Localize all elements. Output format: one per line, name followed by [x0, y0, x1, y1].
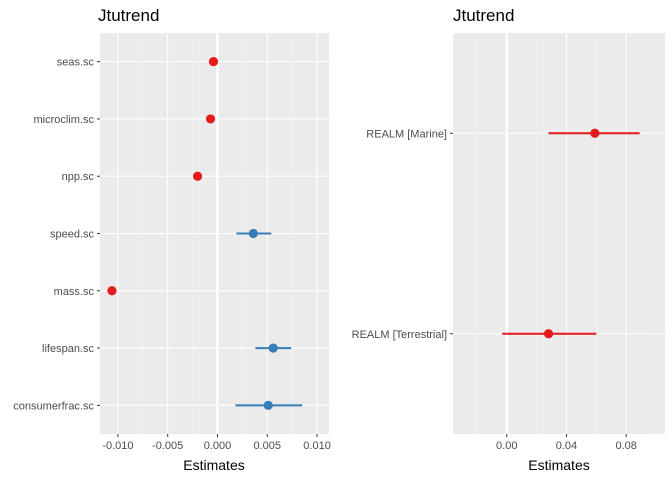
- right-chart: Jtutrend REALM [Marine] REALM [Terrestria…: [352, 6, 665, 473]
- y-tick-label: REALM [Terrestrial]: [352, 329, 447, 341]
- x-tick-label: 0.00: [496, 440, 517, 452]
- x-tick-label: -0.010: [102, 440, 133, 452]
- left-x-axis: -0.010 -0.005 0.000 0.005 0.010: [102, 434, 331, 452]
- left-y-axis: seas.sc microclim.sc npp.sc speed.sc mass.sc…: [13, 57, 100, 412]
- x-tick-label: 0.04: [556, 440, 577, 452]
- right-x-axis-title: Estimates: [528, 457, 589, 473]
- right-chart-title: Jtutrend: [453, 6, 514, 25]
- y-tick-label: microclim.sc: [34, 114, 95, 126]
- y-tick-label: mass.sc: [54, 286, 95, 298]
- estimate-point: [248, 228, 258, 239]
- right-y-axis: REALM [Marine] REALM [Terrestrial]: [352, 128, 453, 341]
- x-tick-label: -0.005: [152, 440, 183, 452]
- estimate-point: [590, 128, 600, 138]
- x-tick-label: 0.000: [204, 440, 232, 452]
- y-tick-label: REALM [Marine]: [366, 128, 447, 140]
- estimate-point: [263, 400, 273, 410]
- left-x-axis-title: Estimates: [183, 457, 244, 473]
- right-x-axis: 0.00 0.04 0.08: [496, 434, 637, 452]
- right-plot-background: [453, 33, 665, 434]
- estimate-point: [268, 343, 278, 353]
- y-tick-label: lifespan.sc: [42, 343, 94, 355]
- x-tick-label: 0.010: [303, 440, 331, 452]
- y-tick-label: speed.sc: [50, 229, 95, 241]
- right-grid: [453, 33, 665, 434]
- left-marks: [107, 57, 303, 410]
- estimate-point: [543, 329, 554, 339]
- left-chart: Jtutrend seas.sc microclim.sc npp.sc speed.…: [13, 6, 331, 473]
- y-tick-label: consumerfrac.sc: [13, 400, 94, 412]
- left-chart-title: Jtutrend: [98, 6, 159, 25]
- right-marks: [502, 128, 640, 339]
- x-tick-label: 0.005: [254, 440, 282, 452]
- estimate-point: [205, 114, 216, 124]
- y-tick-label: seas.sc: [57, 57, 95, 69]
- estimate-point: [208, 57, 219, 67]
- y-tick-label: npp.sc: [62, 171, 95, 183]
- estimate-point: [192, 171, 203, 181]
- estimate-point: [107, 286, 117, 296]
- x-tick-label: 0.08: [615, 440, 636, 452]
